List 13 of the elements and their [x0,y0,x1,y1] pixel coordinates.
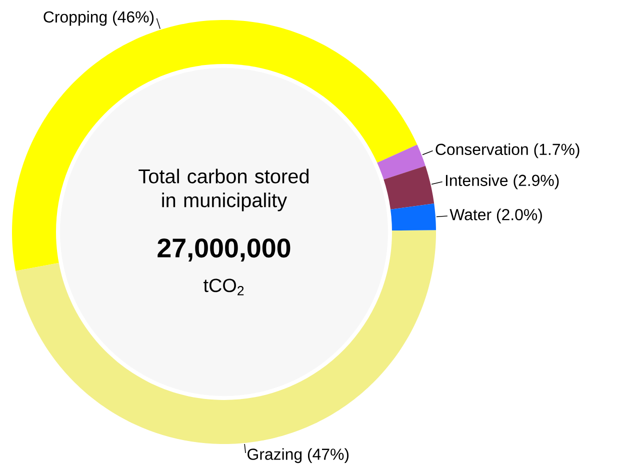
data-label: (1.7%) [534,143,580,158]
data-label: (47%) [308,448,349,464]
slice-label: Conservation [436,143,528,156]
slice-label: Water [450,209,492,220]
slice-label: Grazing [248,448,302,464]
data-label: (2.0%) [496,208,542,224]
text: tCO$_{2}$ [204,278,244,296]
slice-label: Cropping [44,10,107,26]
text: Total carbon stored in municipality [138,168,309,212]
data-label: (2.9%) [514,174,559,190]
text: 27,000,000 [158,238,290,262]
data-label: (46%) [113,10,154,26]
slice-label: Intensive [446,174,508,186]
